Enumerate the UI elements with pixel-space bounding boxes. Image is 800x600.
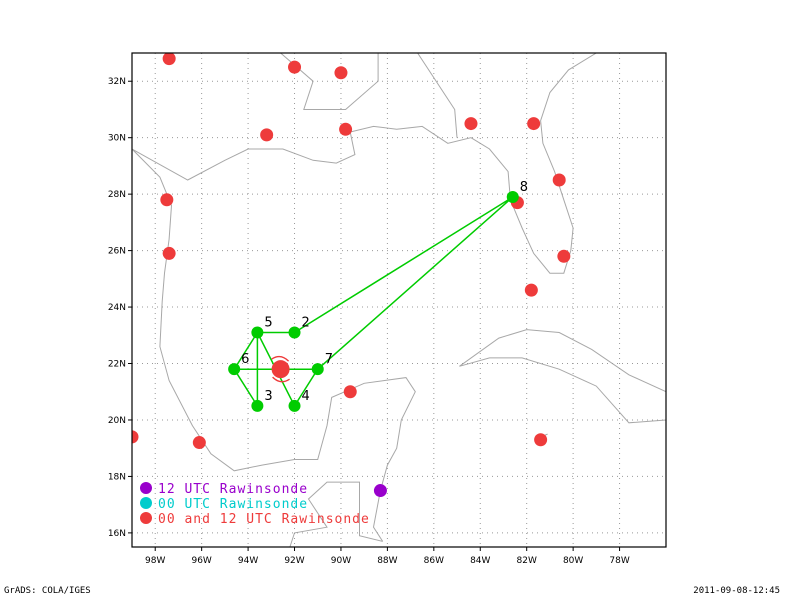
drop-point-marker bbox=[251, 399, 264, 412]
tick-label-lon: 82W bbox=[517, 556, 537, 566]
coastline bbox=[289, 481, 383, 547]
legend-item-12utc: 12 UTC Rawinsonde bbox=[140, 482, 308, 497]
legend-label: 12 UTC Rawinsonde bbox=[158, 482, 309, 497]
coastlines bbox=[132, 53, 666, 547]
drop-point-label: 8 bbox=[520, 180, 528, 195]
rawinsonde-station-marker bbox=[162, 246, 176, 260]
coastline bbox=[417, 53, 458, 138]
tick-label-lat: 32N bbox=[108, 77, 126, 87]
tick-label-lon: 98W bbox=[145, 556, 165, 566]
rawinsonde-station-marker bbox=[527, 117, 541, 131]
tick-label-lon: 90W bbox=[331, 556, 351, 566]
rawinsonde-station-marker bbox=[557, 249, 571, 263]
tick-label-lat: 22N bbox=[108, 360, 126, 370]
legend-item-both: 00 and 12 UTC Rawinsonde bbox=[140, 512, 370, 527]
drop-point-marker bbox=[311, 363, 324, 376]
tick-label-lon: 80W bbox=[563, 556, 583, 566]
dropsonde-points: 2 3 4 5 6 7 8 bbox=[228, 180, 528, 412]
rawinsonde-12utc-marker bbox=[373, 484, 387, 498]
storm-symbol-arc bbox=[272, 376, 290, 383]
tick-label-lat: 24N bbox=[108, 303, 126, 313]
rawinsonde-stations bbox=[132, 53, 571, 498]
drop-point-marker bbox=[288, 326, 301, 339]
coastline bbox=[280, 53, 379, 110]
legend-item-00utc: 00 UTC Rawinsonde bbox=[140, 497, 308, 512]
map-frame bbox=[131, 52, 667, 548]
rawinsonde-station-marker bbox=[162, 53, 176, 66]
drop-point-label: 6 bbox=[241, 352, 249, 367]
rawinsonde-station-marker bbox=[132, 430, 139, 444]
lat-lon-grid bbox=[132, 53, 666, 547]
tick-label-lon: 94W bbox=[238, 556, 258, 566]
rawinsonde-station-marker bbox=[260, 128, 274, 142]
tick-label-lon: 96W bbox=[191, 556, 211, 566]
drop-point-label: 3 bbox=[264, 389, 272, 404]
legend-label: 00 UTC Rawinsonde bbox=[158, 497, 309, 512]
rawinsonde-station-marker bbox=[524, 283, 538, 297]
tick-label-lat: 30N bbox=[108, 134, 126, 144]
rawinsonde-station-marker bbox=[288, 60, 302, 74]
legend-dot-cyan bbox=[140, 497, 152, 509]
drop-point-marker bbox=[228, 363, 241, 376]
tick-label-lon: 78W bbox=[609, 556, 629, 566]
legend-label: 00 and 12 UTC Rawinsonde bbox=[158, 512, 370, 527]
drop-point-label: 5 bbox=[264, 315, 272, 330]
rawinsonde-station-marker bbox=[552, 173, 566, 187]
legend-dot-red bbox=[140, 512, 152, 524]
tick-label-lon: 88W bbox=[377, 556, 397, 566]
drop-point-label: 7 bbox=[325, 352, 333, 367]
drop-point-marker bbox=[506, 190, 519, 203]
drop-point-marker bbox=[251, 326, 264, 339]
axis-ticks: 98W 96W 94W 92W 90W 88W 86W 84W 82W 80W 78W 16N 18N 2… bbox=[108, 77, 630, 566]
drop-point-marker bbox=[288, 399, 301, 412]
rawinsonde-station-marker bbox=[160, 193, 174, 207]
rawinsonde-station-marker bbox=[343, 385, 357, 399]
tick-label-lat: 18N bbox=[108, 472, 126, 482]
drop-point-label: 2 bbox=[302, 315, 310, 330]
tick-label-lon: 92W bbox=[284, 556, 304, 566]
legend-dot-purple bbox=[140, 482, 152, 494]
storm-center-marker bbox=[271, 360, 290, 379]
footer-timestamp: 2011-09-08-12:45 bbox=[693, 586, 780, 596]
coastline bbox=[459, 329, 666, 424]
tick-label-lat: 26N bbox=[108, 247, 126, 257]
rawinsonde-station-marker bbox=[534, 433, 548, 447]
rawinsonde-station-marker bbox=[192, 436, 206, 450]
rawinsonde-station-marker bbox=[464, 117, 478, 131]
rawinsonde-station-marker bbox=[334, 66, 348, 80]
coastline bbox=[132, 148, 416, 542]
rawinsonde-station-marker bbox=[339, 122, 353, 136]
tick-label-lat: 28N bbox=[108, 190, 126, 200]
tick-label-lon: 84W bbox=[470, 556, 490, 566]
tick-label-lat: 20N bbox=[108, 416, 126, 426]
footer-credit: GrADS: COLA/IGES bbox=[4, 586, 91, 596]
coastline bbox=[132, 53, 597, 274]
tick-label-lat: 16N bbox=[108, 529, 126, 539]
drop-point-label: 4 bbox=[302, 389, 310, 404]
storm-symbol-arc bbox=[271, 355, 290, 362]
tick-label-lon: 86W bbox=[424, 556, 444, 566]
